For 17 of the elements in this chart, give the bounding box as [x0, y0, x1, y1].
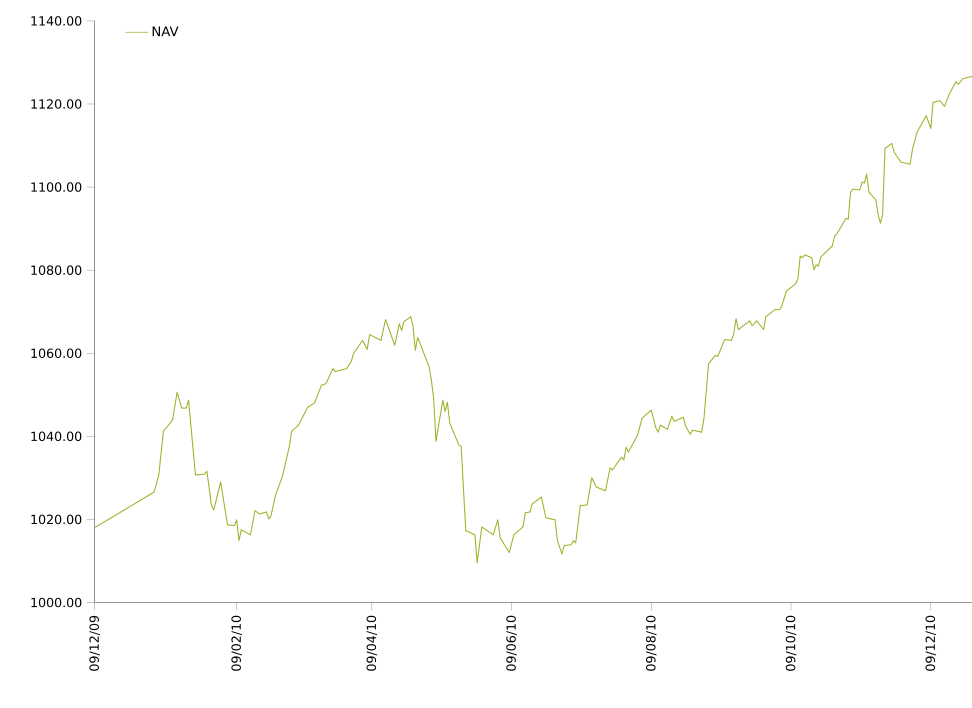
- y-tick-label: 1040.00: [31, 432, 82, 442]
- y-tick-label: 1080.00: [31, 265, 82, 275]
- x-tick-label: 09/08/10: [646, 616, 657, 671]
- y-tick-label: 1140.00: [31, 16, 82, 26]
- y-tick-label: 1000.00: [31, 598, 82, 608]
- x-tick-label: 09/12/10: [926, 616, 936, 671]
- x-tick-label: 09/12/09: [89, 616, 100, 671]
- y-tick-label: 1120.00: [31, 99, 82, 109]
- x-tick-label: 09/10/10: [786, 616, 796, 671]
- y-tick-label: 1100.00: [31, 182, 82, 192]
- x-tick-label: 09/04/10: [366, 616, 378, 671]
- y-tick-label: 1020.00: [31, 514, 82, 524]
- line-series: [94, 76, 972, 564]
- y-tick-label: 1060.00: [31, 348, 82, 358]
- x-tick-label: 09/06/10: [506, 616, 517, 671]
- x-tick-label: 09/02/10: [231, 616, 242, 671]
- legend-label: NAV: [152, 26, 178, 36]
